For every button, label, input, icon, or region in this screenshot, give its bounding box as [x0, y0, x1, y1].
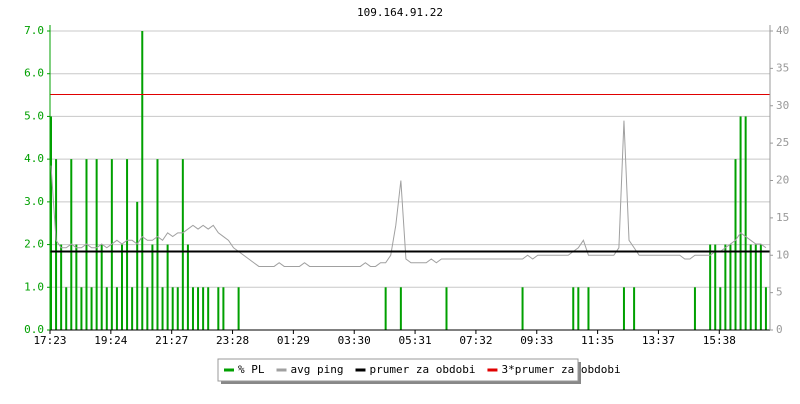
pl-bar	[714, 244, 717, 330]
pl-bar	[739, 116, 742, 330]
x-tick-label: 15:38	[703, 334, 736, 347]
pl-bar	[693, 287, 696, 330]
pl-bar	[115, 287, 118, 330]
pl-bar	[161, 287, 164, 330]
y-tick-label: 5.0	[24, 109, 44, 122]
legend-label: 3*prumer za obdobi	[501, 363, 620, 376]
pl-bar	[399, 287, 402, 330]
legend-box	[217, 358, 579, 382]
pl-bar	[100, 244, 103, 330]
x-tick-label: 01:29	[277, 334, 310, 347]
pl-bar	[126, 159, 129, 330]
y-tick-label: 6.0	[24, 67, 44, 80]
pl-bar	[729, 244, 732, 330]
y2-tick-label: 20	[776, 174, 789, 187]
x-tick-label: 21:27	[155, 334, 188, 347]
pl-bar	[754, 244, 757, 330]
pl-bar	[724, 244, 727, 330]
legend-label: avg ping	[291, 363, 344, 376]
pl-bar	[186, 244, 189, 330]
pl-bar	[55, 159, 58, 330]
x-tick-label: 19:24	[94, 334, 127, 347]
pl-bar	[587, 287, 590, 330]
x-tick-label: 03:30	[338, 334, 371, 347]
y2-tick-label: 40	[776, 24, 789, 37]
y-tick-label: 3.0	[24, 195, 44, 208]
y-tick-label: 0.0	[24, 323, 44, 336]
chart-title: 109.164.91.22	[357, 6, 443, 19]
pl-bar	[181, 159, 184, 330]
pl-bar	[197, 287, 200, 330]
pl-bar	[749, 244, 752, 330]
pl-bar	[50, 116, 52, 330]
pl-bar	[764, 287, 767, 330]
y-tick-label: 4.0	[24, 152, 44, 165]
x-tick-label: 07:32	[459, 334, 492, 347]
pl-bar	[146, 287, 149, 330]
pl-bar	[202, 287, 205, 330]
y2-tick-label: 10	[776, 248, 789, 261]
pl-bar	[384, 287, 387, 330]
pl-bar	[759, 244, 762, 330]
pl-bar	[105, 287, 108, 330]
pl-bar	[633, 287, 636, 330]
pl-bar	[131, 287, 134, 330]
pl-bar	[176, 287, 179, 330]
x-tick-label: 23:28	[216, 334, 249, 347]
pl-bar	[75, 244, 78, 330]
pl-bar	[156, 159, 159, 330]
legend-label: prumer za obdobi	[369, 363, 475, 376]
pl-bar	[622, 287, 625, 330]
pl-bar	[237, 287, 240, 330]
pl-bar	[719, 287, 722, 330]
pl-bar	[90, 287, 93, 330]
y-tick-label: 7.0	[24, 24, 44, 37]
ping-line	[50, 120, 767, 267]
pl-bar	[136, 201, 139, 330]
pl-bar	[445, 287, 448, 330]
pl-bar	[744, 116, 747, 330]
pl-bar	[734, 159, 737, 330]
x-tick-label: 05:31	[399, 334, 432, 347]
x-tick-label: 09:33	[520, 334, 553, 347]
y2-tick-label: 15	[776, 211, 789, 224]
y2-tick-label: 0	[776, 323, 783, 336]
y2-tick-label: 35	[776, 61, 789, 74]
y2-tick-label: 30	[776, 99, 789, 112]
pl-bar	[65, 287, 68, 330]
pl-bar	[709, 244, 712, 330]
pl-bar	[151, 244, 154, 330]
pl-bar	[166, 244, 169, 330]
pl-bar	[217, 287, 220, 330]
x-tick-label: 17:23	[33, 334, 66, 347]
y2-tick-label: 25	[776, 136, 789, 149]
pl-bar	[521, 287, 524, 330]
x-tick-label: 11:35	[581, 334, 614, 347]
pl-bar	[120, 244, 123, 330]
x-tick-label: 13:37	[642, 334, 675, 347]
pl-bar	[95, 159, 98, 330]
y2-tick-label: 5	[776, 286, 783, 299]
pl-bar	[577, 287, 580, 330]
pl-bar	[222, 287, 225, 330]
pl-bar	[191, 287, 194, 330]
pl-bar	[80, 287, 83, 330]
pl-bar	[572, 287, 575, 330]
pl-bar	[60, 244, 63, 330]
pl-bar	[171, 287, 174, 330]
legend-label: % PL	[238, 363, 265, 376]
pl-bar	[141, 31, 144, 330]
y-tick-label: 1.0	[24, 280, 44, 293]
y-tick-label: 2.0	[24, 238, 44, 251]
pl-bar	[207, 287, 210, 330]
